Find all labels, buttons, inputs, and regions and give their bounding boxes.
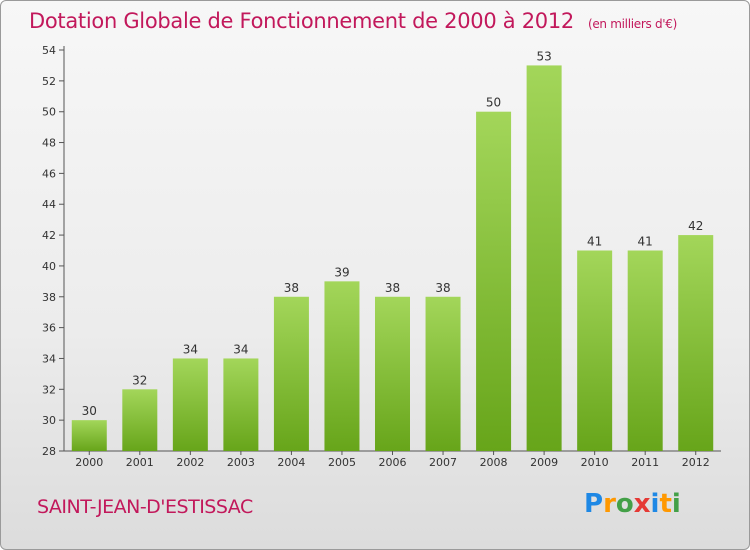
bar [627, 250, 663, 451]
bar [678, 235, 714, 451]
logo-letter: r [603, 489, 616, 519]
bar-value-label: 38 [284, 281, 299, 295]
y-tick-label: 30 [42, 414, 56, 427]
y-tick-label: 54 [42, 44, 56, 57]
bar-value-label: 41 [638, 235, 653, 249]
bar-value-label: 53 [536, 49, 551, 63]
bar [476, 111, 512, 451]
logo-letter: i [650, 489, 660, 519]
x-tick-label: 2006 [379, 456, 407, 469]
bar [172, 358, 208, 451]
bar-value-label: 32 [132, 373, 147, 387]
y-tick-label: 52 [42, 75, 56, 88]
chart-title-text: Dotation Globale de Fonctionnement de 20… [29, 9, 574, 33]
y-tick-label: 36 [42, 322, 56, 335]
bar-value-label: 39 [334, 265, 349, 279]
bar-value-label: 30 [82, 404, 97, 418]
y-tick-label: 40 [42, 260, 56, 273]
y-tick-label: 48 [42, 137, 56, 150]
chart-title: Dotation Globale de Fonctionnement de 20… [29, 9, 677, 33]
y-tick-label: 50 [42, 106, 56, 119]
bar [425, 296, 461, 451]
x-tick-label: 2002 [176, 456, 204, 469]
bar [223, 358, 259, 451]
y-tick-label: 42 [42, 229, 56, 242]
logo-letter: t [659, 489, 672, 519]
bar [375, 296, 410, 451]
bar [526, 65, 562, 451]
logo-letter: P [584, 489, 604, 519]
bar-value-label: 34 [233, 342, 248, 356]
y-tick-label: 38 [42, 291, 56, 304]
commune-name: SAINT-JEAN-D'ESTISSAC [37, 496, 253, 518]
x-tick-label: 2007 [429, 456, 457, 469]
bar-value-label: 50 [486, 96, 501, 110]
logo-letter: i [671, 489, 681, 519]
bar [71, 420, 107, 451]
bar-value-label: 41 [587, 235, 602, 249]
bar-value-label: 38 [435, 281, 450, 295]
x-tick-label: 2005 [328, 456, 356, 469]
x-tick-label: 2001 [126, 456, 154, 469]
x-tick-label: 2008 [480, 456, 508, 469]
x-tick-label: 2004 [277, 456, 305, 469]
logo-letter: o [615, 489, 634, 519]
bar [122, 389, 158, 451]
y-tick-label: 44 [42, 198, 56, 211]
x-tick-label: 2003 [227, 456, 255, 469]
bar [577, 250, 613, 451]
bar [273, 296, 309, 451]
y-tick-label: 34 [42, 352, 56, 365]
x-tick-label: 2010 [581, 456, 609, 469]
logo-letter: x [633, 489, 651, 519]
x-tick-label: 2012 [682, 456, 710, 469]
x-tick-label: 2000 [75, 456, 103, 469]
bar-value-label: 34 [183, 342, 198, 356]
y-tick-label: 28 [42, 445, 56, 458]
x-tick-label: 2011 [631, 456, 659, 469]
bar [324, 281, 360, 451]
y-tick-label: 46 [42, 167, 56, 180]
bar-value-label: 42 [688, 219, 703, 233]
bar-value-label: 38 [385, 281, 400, 295]
y-tick-label: 32 [42, 383, 56, 396]
chart-subtitle: (en milliers d'€) [587, 17, 677, 31]
x-tick-label: 2009 [530, 456, 558, 469]
proxiti-logo[interactable]: Proxiti [584, 489, 681, 519]
